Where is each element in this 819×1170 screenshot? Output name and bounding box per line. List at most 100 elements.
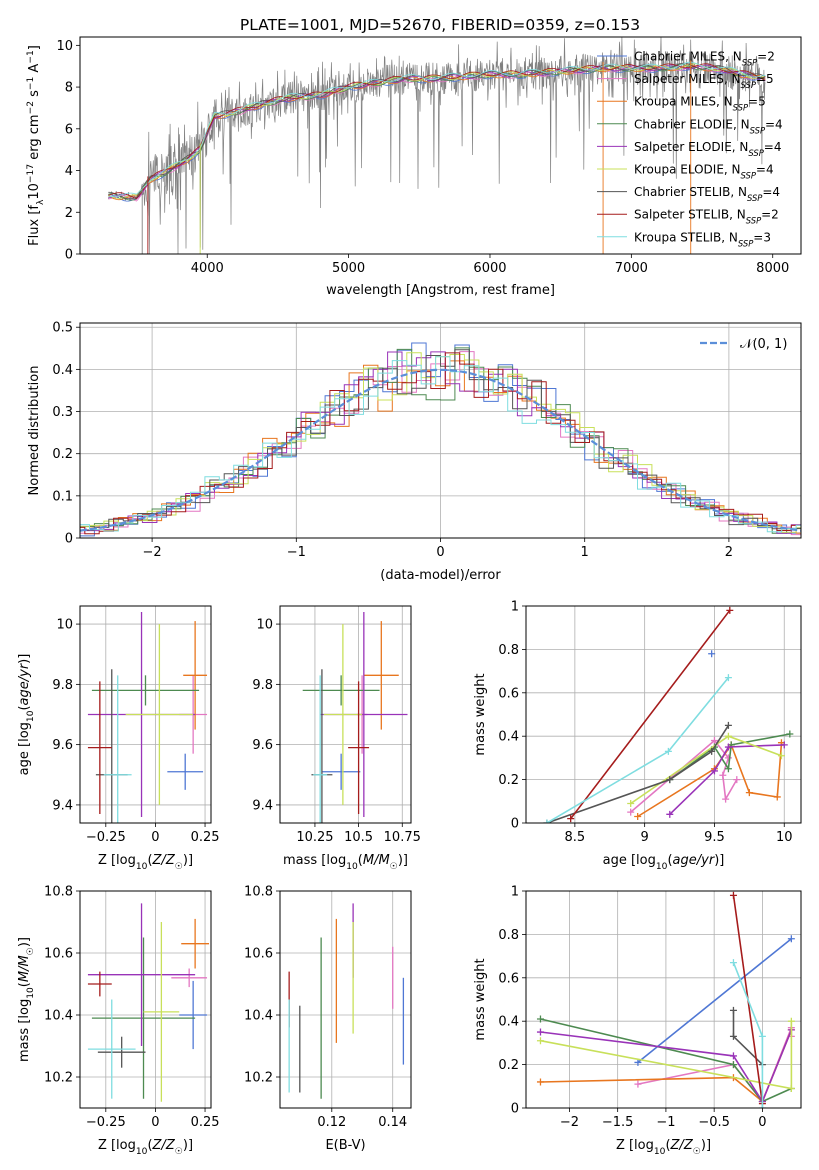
tick-label-y: 0.2 (498, 1058, 519, 1073)
plot-area (302, 612, 408, 823)
weight-point-chabrier_miles (708, 650, 716, 658)
axes-frame (79, 605, 212, 824)
axes-frame (525, 605, 802, 824)
tick-label-y: 0.3 (52, 405, 73, 420)
tick-label-y: 0.2 (52, 447, 73, 462)
legend-label-kroupa_elodie: Kroupa ELODIE, NSSP=4 (634, 163, 774, 181)
weight-point-salpeter_elodie (729, 1052, 737, 1060)
tick-label-y: 0.4 (498, 1015, 519, 1030)
weight-point-kroupa_elodie (536, 1037, 544, 1045)
x-axis-label: wavelength [Angstrom, rest frame] (326, 283, 555, 298)
tick-label-x: 0.25 (191, 830, 220, 845)
legend-label-chabrier_elodie: Chabrier ELODIE, NSSP=4 (634, 117, 783, 135)
tick-label-y: 10 (256, 618, 273, 633)
tick-label-y: 0.4 (498, 730, 519, 745)
tick-label-y: 9.6 (52, 738, 73, 753)
weight-point-chabrier_stelib (729, 1032, 737, 1040)
tick-label-y: 0.6 (498, 971, 519, 986)
weight-line-chabrier_elodie (540, 1018, 792, 1103)
tick-label-y: 9.8 (52, 678, 73, 693)
tick-label-x: 2 (725, 545, 733, 560)
weight-point-kroupa_elodie (777, 752, 785, 760)
y-axis-label: mass weight (473, 958, 488, 1040)
weight-line-chabrier_miles (637, 938, 792, 1064)
tick-label-y: 6 (65, 122, 73, 137)
tick-label-y: 0.5 (52, 321, 73, 336)
weight-point-kroupa_elodie (724, 732, 732, 740)
ebv-mass-chart: 0.12 0.14 10.2 10.4 10.6 10.8 E(B-V) (244, 885, 412, 1153)
age-weight-chart: 8.5 9 9.5 10 0 0.2 0.4 0.6 0.8 1 mass weight age [l… (473, 600, 802, 872)
weight-point-kroupa_miles (745, 789, 753, 797)
weight-point-salpeter_stelib (729, 891, 737, 899)
weight-point-salpeter_stelib (567, 815, 575, 823)
tick-label-x: 8000 (756, 261, 789, 276)
weight-point-chabrier_elodie (786, 730, 794, 738)
weight-line-salpeter_miles (630, 739, 738, 813)
tick-label-y: 1 (511, 600, 519, 615)
tick-label-x: 0 (151, 830, 159, 845)
weight-point-chabrier_elodie (729, 1061, 737, 1069)
tick-label-y: 1 (511, 885, 519, 900)
plot-area (543, 606, 794, 823)
x-axis-label: (data-model)/error (380, 568, 501, 583)
weight-line-chabrier_stelib (732, 1010, 763, 1066)
y-axis-label: mass weight (473, 673, 488, 755)
tick-label-x: 0 (758, 1115, 766, 1130)
axes-frame (79, 322, 802, 539)
weight-point-salpeter_elodie (666, 810, 674, 818)
x-axis-label: Z [log10(Z/Z☉)] (98, 853, 193, 872)
tick-label-y: 10.8 (244, 885, 273, 900)
tick-label-y: 4 (65, 164, 73, 179)
legend-label-salpeter_elodie: Salpeter ELODIE, NSSP=4 (634, 140, 782, 158)
weight-line-salpeter_elodie (540, 1029, 793, 1104)
tick-label-y: 10.6 (244, 947, 273, 962)
plot-area (87, 903, 210, 1102)
tick-label-x: 5000 (332, 261, 365, 276)
weight-point-kroupa_miles (634, 812, 642, 820)
tick-label-x: −0.25 (86, 830, 126, 845)
tick-label-x: 6000 (473, 261, 506, 276)
weight-point-salpeter_stelib (726, 606, 734, 614)
plot-area (536, 891, 795, 1108)
y-axis-label: Normed distribution (27, 366, 42, 496)
weight-point-kroupa_elodie (787, 1084, 795, 1092)
weight-point-salpeter_miles (627, 808, 635, 816)
tick-label-x: 8.5 (565, 830, 586, 845)
tick-label-y: 10.4 (244, 1009, 273, 1024)
tick-label-y: 10.2 (244, 1071, 273, 1086)
tick-label-x: 10.5 (344, 830, 373, 845)
weight-point-chabrier_miles (634, 1058, 642, 1066)
weight-point-salpeter_elodie (724, 743, 732, 751)
weight-point-salpeter_miles (634, 1080, 642, 1088)
tick-label-y: 0.1 (52, 489, 73, 504)
legend-label-salpeter_stelib: Salpeter STELIB, NSSP=2 (634, 208, 779, 226)
tick-label-x: 7000 (615, 261, 648, 276)
tick-label-x: −2 (560, 1115, 579, 1130)
tick-label-x: 10 (776, 830, 793, 845)
weight-point-kroupa_elodie (627, 799, 635, 807)
weight-point-kroupa_stelib (543, 819, 551, 823)
weight-point-kroupa_stelib (724, 674, 732, 682)
tick-label-y: 0 (511, 1102, 519, 1117)
legend-label-kroupa_stelib: Kroupa STELIB, NSSP=3 (634, 230, 771, 248)
weight-point-chabrier_miles (787, 935, 795, 943)
weight-point-chabrier_stelib (666, 776, 674, 784)
tick-label-y: 0.6 (498, 686, 519, 701)
weight-point-kroupa_miles (773, 793, 781, 801)
legend-label-chabrier_miles: Chabrier MILES, NSSP=2 (634, 50, 775, 68)
tick-label-x: 1 (581, 545, 589, 560)
weight-point-chabrier_elodie (724, 765, 732, 773)
model-line-chabrier_stelib (108, 62, 766, 200)
weight-line-chabrier_stelib (546, 724, 730, 823)
axes-frame (79, 36, 802, 255)
weight-point-chabrier_elodie (536, 1015, 544, 1023)
weight-point-salpeter_elodie (710, 767, 718, 775)
spectrum-chart: 4000 5000 6000 7000 8000 0 2 4 6 8 10 Chabrier MILE… (26, 36, 802, 298)
spectrum-title: PLATE=1001, MJD=52670, FIBERID=0359, z=0… (240, 16, 640, 34)
histogram-salpeter_elodie (80, 351, 801, 534)
tick-label-x: −1.5 (602, 1115, 634, 1130)
x-axis-label: mass [log10(M/M☉)] (283, 853, 408, 872)
model-line-kroupa_elodie (108, 63, 766, 199)
tick-label-y: 0.8 (498, 643, 519, 658)
